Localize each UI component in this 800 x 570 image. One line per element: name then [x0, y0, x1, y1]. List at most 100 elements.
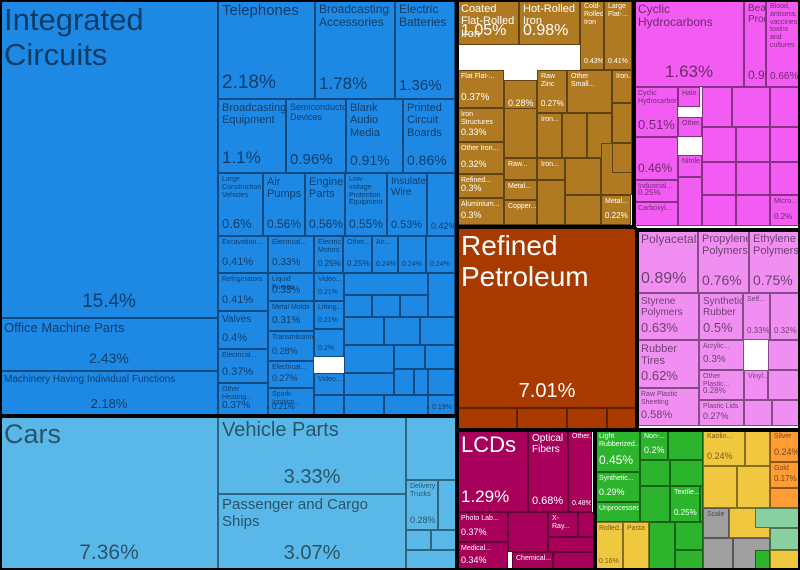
tile-label: Electric Motors	[318, 239, 341, 254]
tile-metal-molds-27: Metal Molds 0.31%	[268, 301, 314, 331]
tile-value: 3.07%	[283, 542, 341, 564]
tile-label: Video...	[318, 276, 342, 283]
treemap-cell	[702, 195, 736, 226]
tile-label: Cyclic Hydrocarbons	[638, 2, 713, 30]
tile-label: Metal Molds	[272, 304, 310, 311]
tile-unprocessed-96: Unprocessed...	[595, 502, 640, 522]
treemap-cell	[394, 345, 425, 369]
tile-label: Chemical...	[516, 555, 552, 562]
tile-refined-petroleum-60: Refined Petroleum 7.01%	[457, 227, 637, 408]
tile-value: 0.22%	[605, 211, 628, 220]
tile-label: Micro...	[774, 198, 797, 205]
tile-value: 0.63%	[641, 320, 678, 335]
treemap-cell	[508, 512, 548, 552]
treemap-cell	[344, 373, 394, 395]
treemap-cell	[768, 370, 800, 400]
tile-value: 1.05%	[461, 22, 507, 39]
treemap-cell	[745, 430, 770, 466]
treemap-cell	[420, 317, 455, 345]
tile-semiconductor-devices-7: Semiconductor Devices 0.96%	[286, 99, 346, 173]
tile-value: 0.16%	[599, 558, 619, 565]
tile-label: Coated Flat-Rolled Iron	[461, 3, 515, 40]
tile-acrylic-79: Acrylic... 0.3%	[699, 340, 744, 370]
tile-value: 0.19%	[432, 404, 452, 411]
tile-non-93: Non-... 0.2%	[640, 430, 668, 460]
tile-label: Raw Zinc	[541, 73, 556, 88]
tile-label: Lifting...	[318, 304, 343, 311]
treemap-cell	[732, 87, 770, 127]
treemap-cell	[344, 295, 372, 317]
tile-iron-structures-50: Iron Structures 0.33%	[457, 108, 504, 142]
tile-label: Other...	[682, 120, 702, 127]
tile-value: 15.4%	[82, 291, 136, 312]
treemap-cell	[428, 369, 455, 395]
tile-label: Iron...	[541, 161, 559, 168]
tile-label: Metal...	[605, 198, 628, 205]
treemap-cell	[562, 113, 587, 158]
tile-value: 0.76%	[702, 272, 742, 288]
tile-label: Cyclic Hydrocarbons	[638, 90, 678, 105]
tile-value: 0.21%	[318, 317, 338, 324]
tile-label: Broadcasting Accessories	[319, 2, 390, 30]
tile-value: 0.41%	[222, 294, 254, 306]
tile-value: 0.97%	[748, 68, 765, 82]
tile-value: 0.33%	[272, 285, 301, 296]
tile-value: 0.25%	[347, 259, 370, 268]
treemap-cell	[668, 430, 703, 460]
tile-label: Silver	[774, 433, 792, 440]
tile-value: 0.68%	[532, 495, 564, 507]
tile-label: Polyacetals	[641, 232, 698, 246]
tile-label: Synthetic...	[599, 475, 634, 482]
treemap-cell	[344, 395, 384, 416]
tile-label: Liquid Pumps	[272, 276, 294, 291]
tile-label: Pasta	[627, 525, 645, 532]
tile-electrical-32: Electrical... 0.27%	[268, 361, 314, 388]
tile-value: 0.28%	[508, 98, 534, 108]
tile-value: 0.4%	[222, 332, 248, 344]
tile-label: Metal...	[508, 183, 531, 190]
tile-rubber-tires-80: Rubber Tires 0.62%	[637, 340, 699, 388]
tile-value: 0.86%	[407, 152, 447, 168]
tile-value: 0.24%	[707, 451, 733, 461]
treemap-cell	[565, 195, 601, 225]
tile-label: Unprocessed...	[599, 505, 640, 512]
tile-label: Rolled...	[599, 525, 623, 532]
tile-label: Valves	[222, 314, 252, 325]
tile-raw-zinc-47: Raw Zinc 0.27%	[537, 70, 567, 113]
tile-value: 0.32%	[461, 159, 487, 169]
treemap-cell	[384, 395, 428, 416]
tile-value: 0.25%	[318, 259, 341, 268]
tile-label: Cold-Rolled Iron	[584, 3, 604, 26]
tile-label: Passenger and Cargo Ships	[222, 496, 368, 530]
tile-value: 0.42%	[431, 221, 455, 231]
treemap-cell	[736, 162, 770, 195]
tile-label: Gold	[774, 465, 789, 472]
tile-cars-37: Cars 7.36%	[0, 416, 218, 570]
tile-metal-56: Metal...	[504, 180, 537, 200]
tile-value: 2.43%	[89, 350, 129, 366]
treemap-cell	[406, 416, 457, 480]
tile-value: 0.3%	[461, 183, 482, 193]
tile-value: 0.27%	[541, 99, 564, 108]
tile-label: Raw Plastic Sheeting	[641, 391, 678, 406]
treemap-cell	[537, 180, 565, 225]
tile-value: 0.6%	[222, 216, 252, 231]
tile-label: Electric Batteries	[399, 2, 447, 30]
tile-copper-58: Copper...	[504, 200, 537, 225]
tile-value: 0.28%	[272, 346, 298, 356]
tile-electrical-17: Electrical... 0.33%	[268, 236, 314, 273]
treemap-cell	[770, 528, 800, 550]
treemap-cell	[344, 317, 384, 345]
tile-value: 0.51%	[638, 117, 675, 132]
tile-vehicle-parts-38: Vehicle Parts 3.33%	[218, 416, 406, 494]
treemap-cell	[406, 550, 457, 570]
tile-optical-fibers-86: Optical Fibers 0.68%	[528, 430, 568, 512]
tile-label: Synthetic Rubber	[703, 296, 743, 319]
tile-refined-55: Refined... 0.3%	[457, 174, 504, 198]
tile-label: Electrical...	[272, 364, 307, 371]
treemap-cell	[700, 486, 703, 522]
tile-raw-53: Raw...	[504, 158, 537, 180]
tile-value: 0.2%	[644, 445, 665, 455]
tile-label: Acrylic...	[703, 343, 730, 350]
tile-value: 2.18%	[222, 72, 276, 93]
